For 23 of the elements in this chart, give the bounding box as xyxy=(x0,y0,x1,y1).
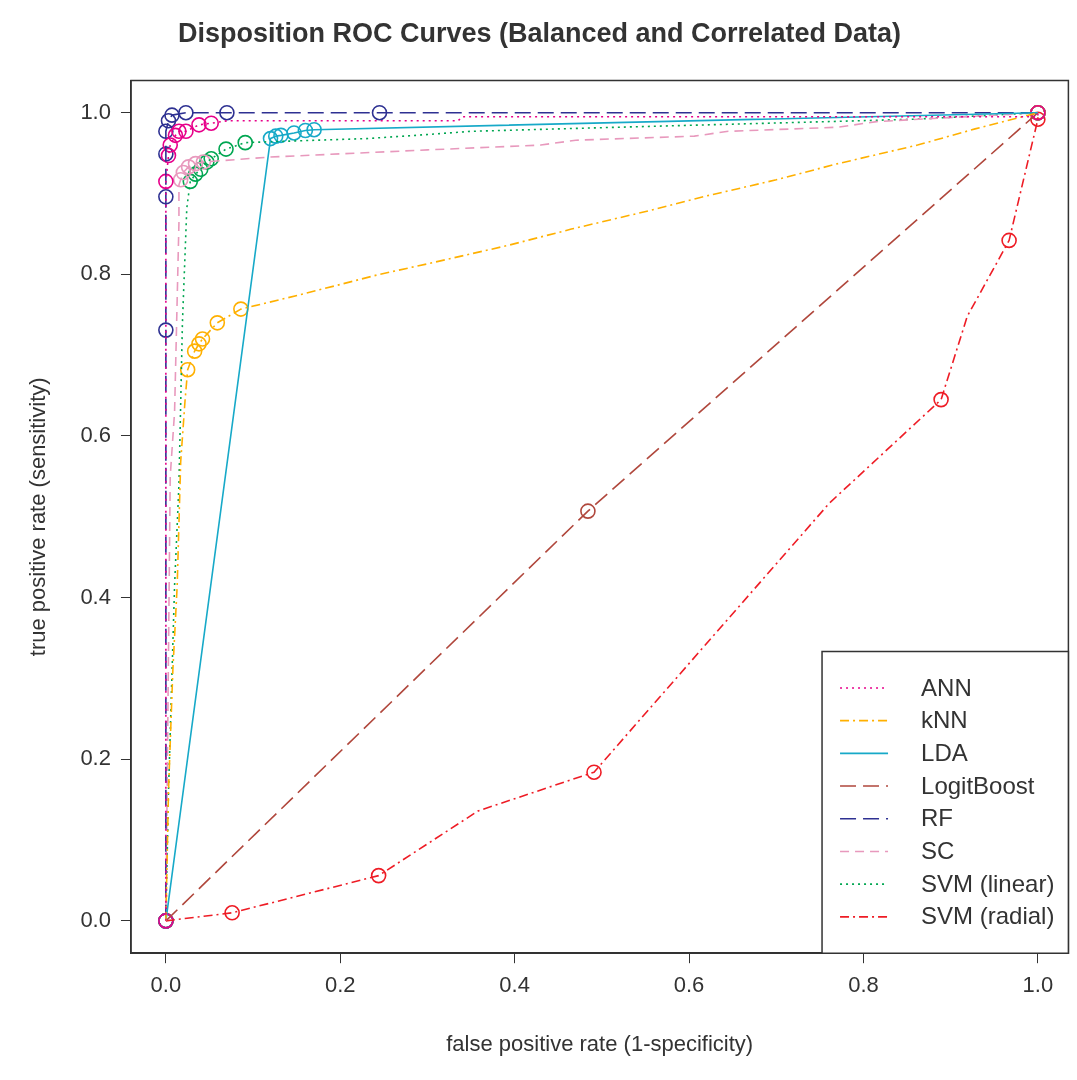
y-tick-label: 0.4 xyxy=(80,583,111,609)
y-tick-label: 1.0 xyxy=(80,98,111,124)
x-tick-label: 0.0 xyxy=(150,972,182,998)
x-tick-label: 1.0 xyxy=(1022,972,1054,998)
x-tick-label: 0.8 xyxy=(848,972,879,998)
x-axis-title: false positive rate (1-specificity) xyxy=(446,1030,754,1056)
legend-label: SVM (linear) xyxy=(921,869,1055,897)
y-tick-label: 0.2 xyxy=(80,745,111,771)
x-tick-label: 0.6 xyxy=(673,972,705,998)
y-tick-label: 0.8 xyxy=(80,260,111,286)
chart-title: Disposition ROC Curves (Balanced and Correlated Data) xyxy=(177,17,902,48)
y-tick-label: 0.0 xyxy=(80,906,111,932)
y-tick-label: 0.6 xyxy=(80,422,111,448)
legend-label: LDA xyxy=(921,738,968,766)
x-tick-label: 0.2 xyxy=(324,972,356,998)
legend-label: LogitBoost xyxy=(921,771,1035,799)
y-axis-title: true positive rate (sensitivity) xyxy=(25,377,51,657)
legend-label: SC xyxy=(921,837,955,865)
legend-label: kNN xyxy=(921,706,968,734)
x-tick-label: 0.4 xyxy=(499,972,530,998)
legend-label: ANN xyxy=(921,673,972,701)
legend-label: SVM (radial) xyxy=(921,902,1055,930)
legend-label: RF xyxy=(921,804,954,832)
